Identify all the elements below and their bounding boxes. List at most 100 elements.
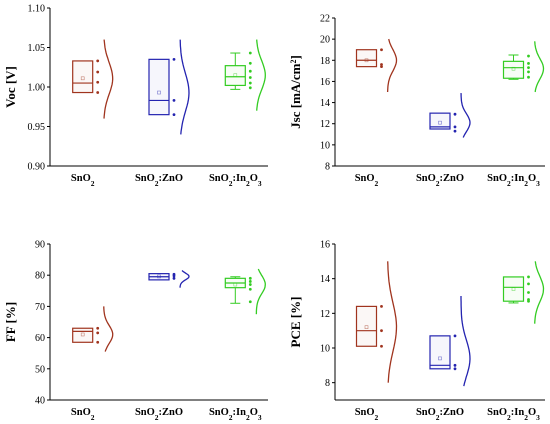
cat-label-sub2: 2 [524, 179, 528, 188]
cat-label-mid: :ZnO [159, 173, 184, 184]
cat-label-base: SnO [135, 407, 155, 418]
cat-label-base: SnO [71, 407, 91, 418]
cat-label-tail: O [528, 173, 536, 184]
cat-label-mid: :ZnO [440, 407, 465, 418]
y-tick-label: 14 [320, 98, 330, 109]
cat-label-mid: :In [233, 407, 247, 418]
data-point [380, 344, 383, 348]
data-point [453, 367, 457, 371]
mean-marker [364, 325, 369, 330]
data-point [453, 125, 457, 129]
mean-marker [364, 58, 369, 63]
y-axis-label-unit: [V] [3, 66, 18, 84]
mean-marker [80, 332, 85, 337]
data-point [380, 63, 383, 66]
y-tick-label: 50 [35, 364, 45, 375]
distribution-curve [534, 261, 545, 324]
data-point [172, 274, 176, 278]
distribution-curve [460, 296, 471, 387]
y-tick-label: 18 [320, 56, 330, 67]
mean-marker [233, 282, 238, 287]
y-axis-label-main: Jsc [288, 108, 303, 129]
y-axis-label-unit: [%] [288, 297, 303, 319]
x-category-label: SnO2:ZnO [135, 173, 183, 188]
cat-label-mid: :ZnO [159, 407, 184, 418]
data-point [172, 99, 176, 102]
cat-label-sub: 2 [375, 179, 379, 188]
x-category-label: SnO2 [71, 407, 95, 422]
box [502, 60, 525, 79]
y-tick-label: 12 [320, 309, 330, 320]
y-tick-label: 10 [320, 344, 330, 355]
mean-marker [233, 73, 238, 77]
x-category-label: SnO2 [71, 173, 95, 188]
data-point [248, 287, 252, 291]
cat-label-mid: :In [233, 173, 247, 184]
y-tick-label: 14 [320, 274, 330, 285]
cat-label-sub2: 2 [524, 413, 528, 422]
distribution-curve [103, 39, 114, 119]
data-point [96, 331, 100, 335]
data-point [527, 291, 530, 294]
y-axis-label-unit: [%] [3, 302, 18, 324]
box [355, 49, 378, 68]
cat-label-base: SnO [416, 173, 436, 184]
cat-label-sub: 2 [91, 179, 95, 188]
data-point [527, 70, 530, 74]
cat-label-mid: :ZnO [440, 173, 465, 184]
y-tick-label: 20 [320, 35, 330, 46]
distribution-curve [255, 268, 266, 315]
mean-marker [511, 66, 516, 71]
distribution-curve [256, 39, 266, 111]
data-point [380, 305, 383, 308]
cat-label-sub: 2 [436, 179, 440, 188]
cat-label-tail: O [250, 407, 258, 418]
distribution-curve [179, 270, 190, 288]
data-point [172, 113, 176, 117]
x-category-label: SnO2:ZnO [135, 407, 183, 422]
y-tick-label: 8 [325, 162, 330, 173]
x-category-label: SnO2:In2O3 [487, 173, 540, 188]
cat-label-sub: 2 [229, 413, 233, 422]
y-axis-label: Voc [V] [3, 66, 18, 108]
distribution-curve [386, 38, 398, 93]
cat-label-sub: 2 [155, 413, 159, 422]
y-axis-label-main: FF [3, 324, 18, 343]
cat-label-base: SnO [355, 407, 375, 418]
data-point [96, 80, 100, 84]
data-point [527, 75, 530, 79]
y-axis-label-unit: [mA/cm [288, 63, 303, 108]
y-tick-label: 16 [320, 240, 330, 251]
y-tick-label: 0.90 [28, 162, 46, 173]
data-point [527, 54, 530, 58]
y-tick-label: 1.05 [28, 43, 46, 54]
data-point [527, 282, 530, 286]
data-point [248, 81, 252, 85]
data-point [248, 300, 252, 304]
data-point [527, 275, 530, 279]
cat-label-sub3: 3 [536, 413, 540, 422]
data-point [248, 61, 252, 65]
x-category-label: SnO2:ZnO [416, 407, 464, 422]
mean-marker [157, 90, 161, 95]
data-point [248, 76, 252, 79]
cat-label-base: SnO [416, 407, 436, 418]
mean-marker [511, 287, 516, 291]
data-point [96, 70, 100, 74]
box [148, 58, 170, 116]
data-point [380, 329, 383, 333]
cat-label-sub3: 3 [258, 413, 262, 422]
mean-marker [157, 274, 161, 279]
y-tick-label: 60 [35, 333, 45, 344]
cat-label-base: SnO [209, 173, 229, 184]
x-category-label: SnO2:In2O3 [209, 407, 262, 422]
y-tick-label: 10 [320, 140, 330, 151]
data-point [380, 65, 383, 69]
distribution-curve [534, 41, 545, 93]
y-tick-label: 80 [35, 271, 45, 282]
y-tick-label: 8 [325, 378, 330, 389]
cat-label-tail: O [250, 173, 258, 184]
data-point [96, 340, 100, 344]
cat-label-sub2: 2 [246, 179, 250, 188]
